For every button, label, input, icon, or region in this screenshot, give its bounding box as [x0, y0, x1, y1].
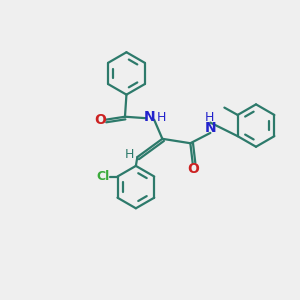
Text: O: O: [94, 113, 106, 127]
Text: H: H: [157, 110, 166, 124]
Text: Cl: Cl: [96, 170, 110, 183]
Text: N: N: [205, 121, 216, 135]
Text: H: H: [205, 111, 214, 124]
Text: O: O: [187, 162, 199, 176]
Text: H: H: [124, 148, 134, 161]
Text: N: N: [144, 110, 156, 124]
